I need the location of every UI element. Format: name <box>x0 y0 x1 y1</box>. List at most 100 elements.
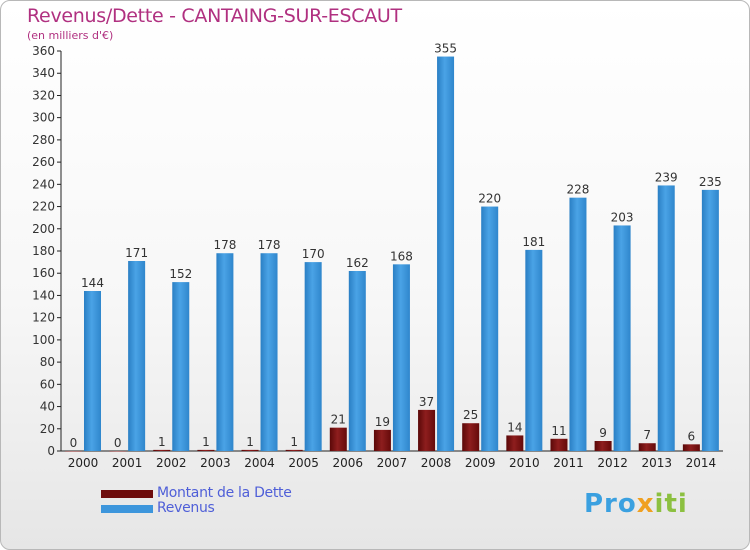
data-label-revenus-2004: 178 <box>258 238 281 252</box>
y-axis: 0 20 40 60 80 100 120 140 160 180 200 220 240 260 280 3… <box>32 44 62 458</box>
bar-dette-2007 <box>373 429 391 451</box>
bar-revenus-2005 <box>304 262 322 451</box>
legend-label-debt: Montant de la Dette <box>157 485 292 501</box>
x-tick-label: 2004 <box>244 456 275 470</box>
bar-revenus-2000 <box>84 291 101 451</box>
data-label-revenus-2002: 152 <box>169 267 192 281</box>
data-label-dette-2006: 21 <box>331 413 346 427</box>
y-tick-label: 260 <box>32 155 55 169</box>
chart-title: Revenus/Dette - CANTAING-SUR-ESCAUT <box>27 5 402 27</box>
x-tick-label: 2005 <box>288 456 319 470</box>
chart-subtitle: (en milliers d'€) <box>27 29 114 42</box>
bar-revenus-2003 <box>216 253 234 451</box>
bar-dette-2001 <box>109 451 127 452</box>
y-tick-label: 120 <box>32 311 55 325</box>
x-tick-label: 2003 <box>200 456 231 470</box>
bar-revenus-2009 <box>481 206 499 451</box>
x-tick-label: 2011 <box>553 456 584 470</box>
x-tick-label: 2002 <box>156 456 187 470</box>
legend-label-revenus: Revenus <box>157 500 215 516</box>
x-tick-label: 2010 <box>509 456 540 470</box>
legend-swatch-revenus <box>101 505 153 513</box>
bar-revenus-2014 <box>701 189 719 451</box>
x-tick-label: 2014 <box>686 456 717 470</box>
y-tick-label: 40 <box>40 400 55 414</box>
data-label-dette-2007: 19 <box>375 415 390 429</box>
data-label-revenus-2012: 203 <box>611 210 634 224</box>
legend-swatch-debt <box>101 490 153 498</box>
x-tick-label: 2009 <box>465 456 496 470</box>
y-tick-label: 180 <box>32 244 55 258</box>
y-tick-label: 300 <box>32 111 55 125</box>
bar-dette-2002 <box>153 449 171 451</box>
data-label-revenus-2000: 144 <box>81 276 104 290</box>
data-label-revenus-2011: 228 <box>567 183 590 197</box>
data-label-revenus-2005: 170 <box>302 247 325 261</box>
y-tick-label: 340 <box>32 66 55 80</box>
x-tick-label: 2001 <box>112 456 143 470</box>
bar-revenus-2010 <box>525 249 543 451</box>
y-tick-label: 20 <box>40 422 55 436</box>
y-tick-label: 0 <box>47 444 55 458</box>
data-label-revenus-2006: 162 <box>346 256 369 270</box>
y-tick-label: 220 <box>32 200 55 214</box>
bar-dette-2005 <box>285 449 303 451</box>
data-label-dette-2012: 9 <box>599 426 607 440</box>
x-axis: 2000 2001 2002 2003 2004 2005 2006 2007 2008 2009… <box>61 450 723 470</box>
data-label-dette-2001: 0 <box>114 436 122 450</box>
bar-dette-2011 <box>550 438 568 451</box>
bar-revenus-2007 <box>392 264 410 451</box>
data-label-dette-2013: 7 <box>643 428 651 442</box>
data-label-dette-2014: 6 <box>688 429 696 443</box>
x-tick-label: 2012 <box>597 456 628 470</box>
y-tick-label: 60 <box>40 377 55 391</box>
bar-revenus-2012 <box>613 225 631 451</box>
bar-revenus-2011 <box>569 197 587 451</box>
bar-revenus-2006 <box>348 271 366 451</box>
x-tick-label: 2006 <box>333 456 364 470</box>
data-label-dette-2003: 1 <box>202 435 210 449</box>
data-label-dette-2009: 25 <box>463 408 478 422</box>
data-label-dette-2002: 1 <box>158 435 166 449</box>
data-label-revenus-2003: 178 <box>213 238 236 252</box>
data-label-dette-2010: 14 <box>507 420 522 434</box>
bar-revenus-2002 <box>172 282 190 451</box>
bar-dette-2013 <box>638 443 656 451</box>
y-tick-label: 200 <box>32 222 55 236</box>
bar-dette-2009 <box>462 423 480 451</box>
data-label-dette-2011: 11 <box>551 424 566 438</box>
y-tick-label: 100 <box>32 333 55 347</box>
data-label-revenus-2013: 239 <box>655 170 678 184</box>
data-label-dette-2004: 1 <box>246 435 254 449</box>
bars-group: 0144017111521178117811702116219168373552… <box>65 42 722 452</box>
bar-dette-2010 <box>506 435 524 451</box>
bar-dette-2000 <box>65 451 82 452</box>
data-label-revenus-2014: 235 <box>699 175 722 189</box>
bar-dette-2012 <box>594 441 612 451</box>
data-label-revenus-2001: 171 <box>125 246 148 260</box>
bar-dette-2003 <box>197 449 215 451</box>
proxiti-logo: Proxiti <box>584 489 688 519</box>
y-tick-label: 280 <box>32 133 55 147</box>
y-tick-label: 160 <box>32 266 55 280</box>
data-label-dette-2000: 0 <box>70 436 78 450</box>
data-label-dette-2005: 1 <box>290 435 298 449</box>
data-label-revenus-2007: 168 <box>390 249 413 263</box>
data-label-revenus-2009: 220 <box>478 192 501 206</box>
bar-dette-2008 <box>418 409 436 451</box>
data-label-revenus-2008: 355 <box>434 42 457 56</box>
x-tick-label: 2007 <box>377 456 408 470</box>
y-tick-label: 360 <box>32 44 55 58</box>
x-tick-label: 2013 <box>641 456 672 470</box>
y-tick-label: 140 <box>32 288 55 302</box>
x-tick-label: 2008 <box>421 456 452 470</box>
data-label-dette-2008: 37 <box>419 395 434 409</box>
bar-revenus-2001 <box>128 261 146 451</box>
x-tick-label: 2000 <box>68 456 99 470</box>
y-tick-label: 80 <box>40 355 55 369</box>
bar-dette-2006 <box>329 427 347 451</box>
y-tick-label: 320 <box>32 88 55 102</box>
bar-dette-2014 <box>682 444 700 451</box>
